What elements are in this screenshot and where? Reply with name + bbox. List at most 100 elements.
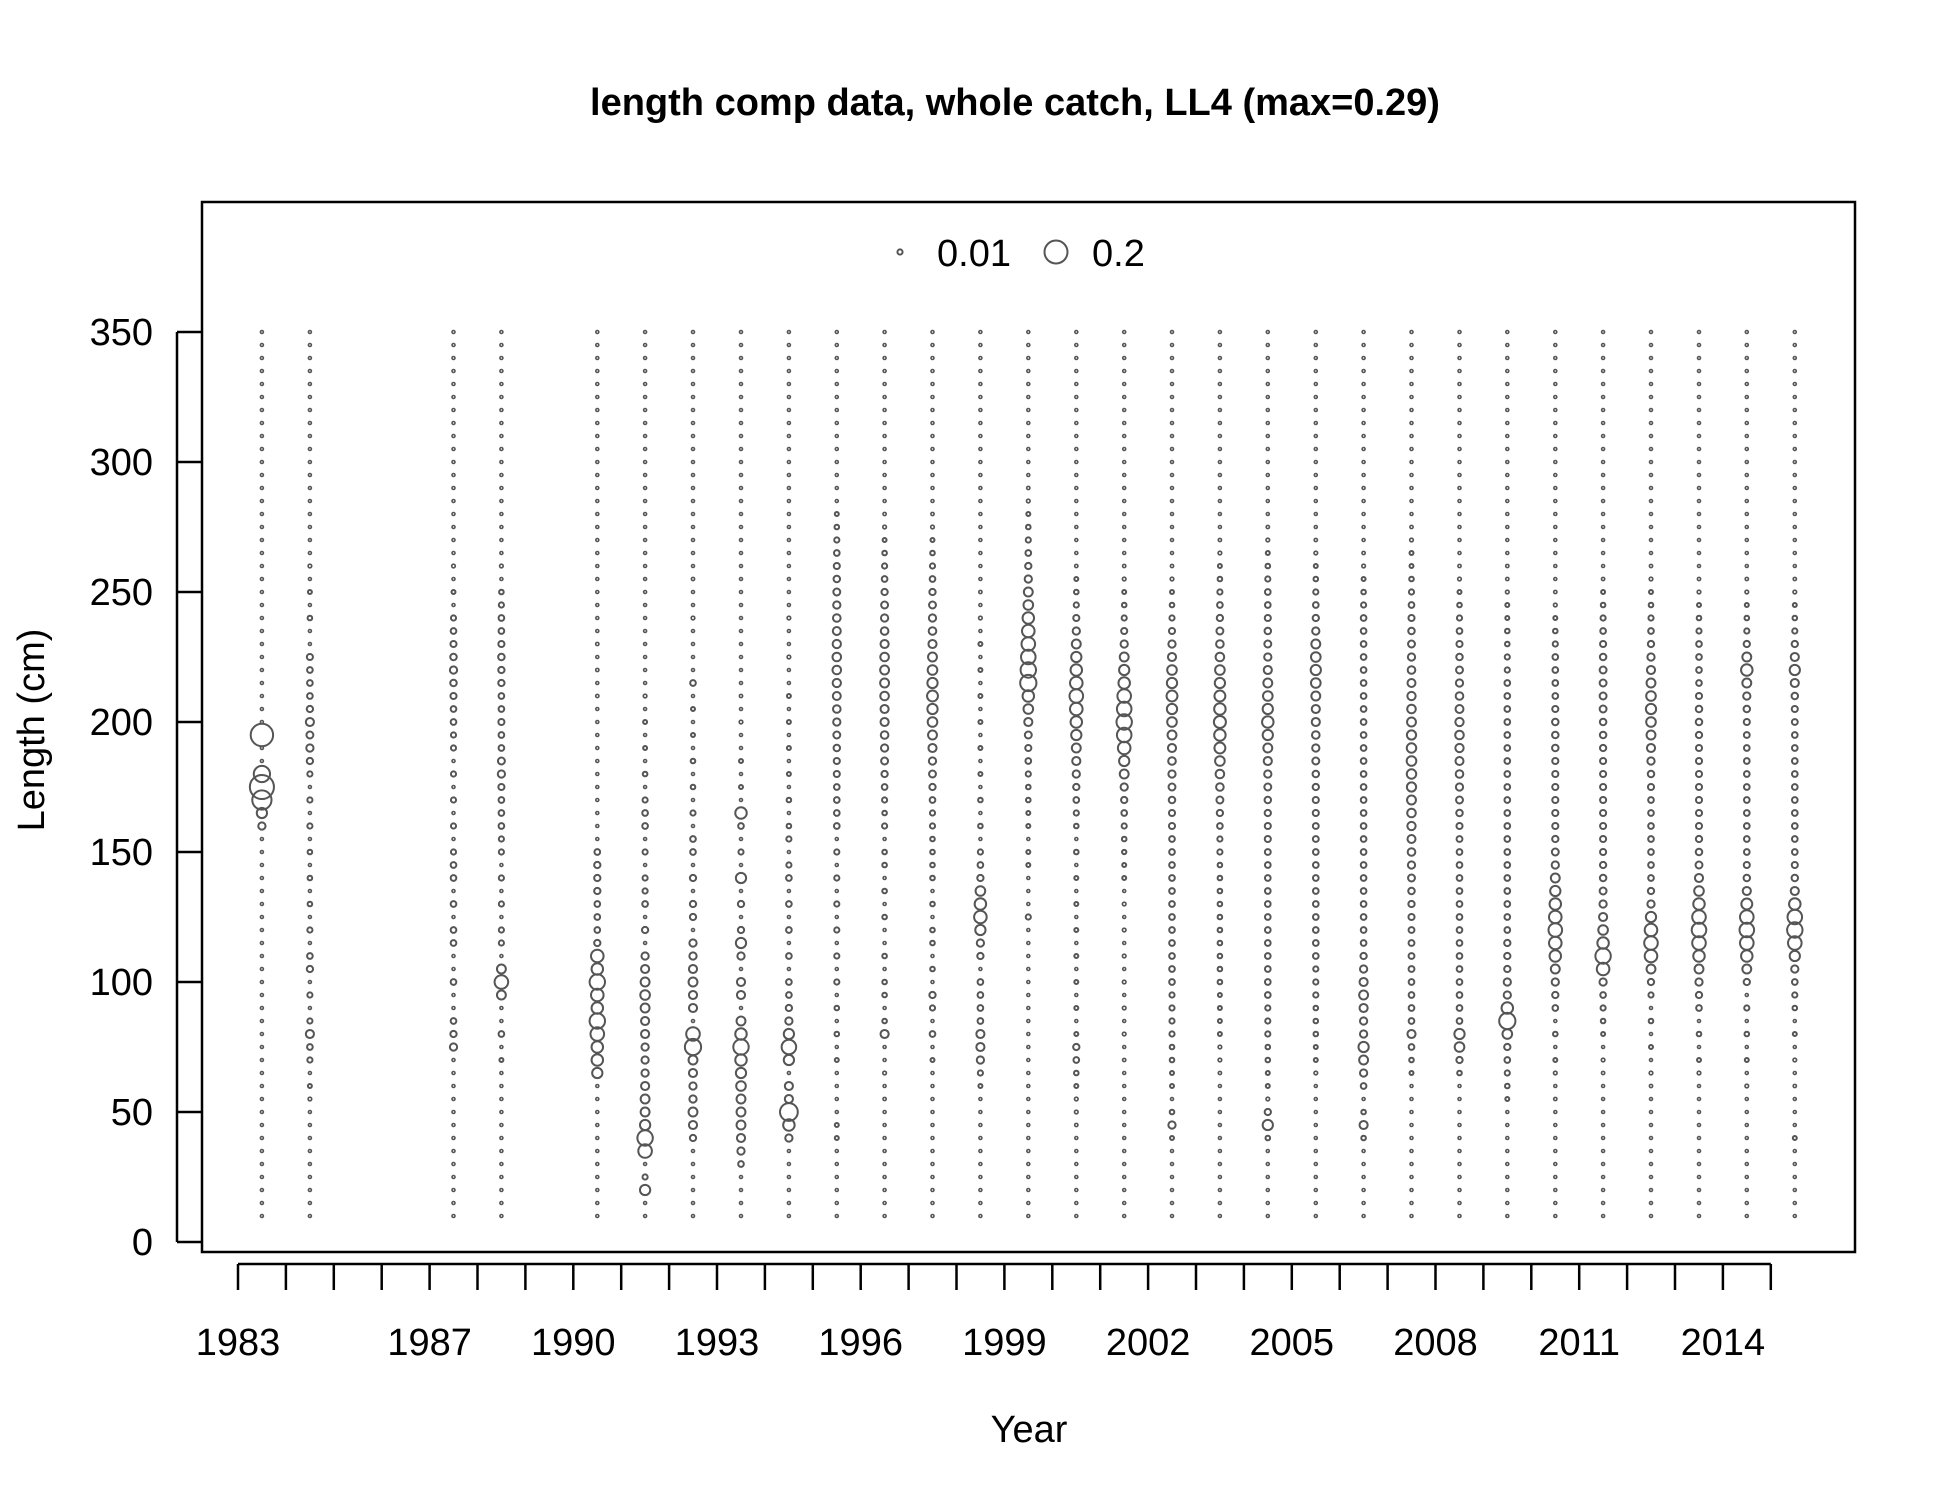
bubble <box>786 472 792 478</box>
bubble <box>1790 978 1799 986</box>
bubble <box>1648 524 1654 530</box>
bubble <box>1407 939 1416 947</box>
bubble <box>882 498 887 504</box>
bubble <box>978 472 983 478</box>
bubble <box>882 511 888 517</box>
bubble <box>1359 835 1368 843</box>
bubble <box>1792 381 1798 387</box>
bubble <box>642 511 648 517</box>
bubble <box>499 862 504 868</box>
bubble <box>499 888 504 894</box>
bubble <box>1455 808 1464 818</box>
bubble <box>259 459 265 465</box>
bubble <box>1503 770 1512 778</box>
bubble <box>1072 1042 1081 1052</box>
bubble <box>499 368 504 374</box>
bubble <box>499 1187 504 1193</box>
bubble <box>1407 965 1416 973</box>
bubble <box>978 602 983 608</box>
bubble <box>594 745 600 751</box>
bubble <box>1169 420 1175 426</box>
bubble <box>689 679 697 687</box>
bubble <box>690 459 696 465</box>
bubble <box>832 796 841 804</box>
bubble <box>640 1015 651 1027</box>
bubble <box>1359 926 1368 934</box>
bubble <box>1695 1004 1703 1012</box>
bubble <box>881 822 889 830</box>
bubble <box>1213 702 1227 716</box>
bubble <box>451 1070 456 1076</box>
bubble <box>594 680 600 686</box>
bubble <box>833 1122 840 1128</box>
bubble <box>307 602 313 608</box>
bubble <box>1022 586 1034 598</box>
bubble <box>1217 1174 1223 1180</box>
bubble <box>1026 888 1031 894</box>
bubble <box>1503 718 1512 726</box>
bubble <box>1645 677 1657 689</box>
bubble <box>1454 729 1465 741</box>
bubble <box>1551 730 1560 740</box>
bubble <box>1360 1134 1367 1142</box>
bubble <box>1792 1148 1798 1154</box>
bubble <box>831 664 843 676</box>
bubble <box>642 537 648 543</box>
bubble <box>1311 861 1320 869</box>
bubble <box>1025 796 1032 804</box>
bubble <box>1073 1069 1080 1077</box>
bubble <box>1407 626 1416 636</box>
bubble <box>259 563 265 569</box>
bubble <box>930 394 935 400</box>
bubble <box>926 702 939 716</box>
bubble <box>1741 963 1753 975</box>
bubble <box>1790 718 1799 726</box>
bubble <box>307 537 313 543</box>
bubble <box>1361 355 1366 361</box>
bubble <box>594 1174 600 1180</box>
bubble <box>1457 459 1462 465</box>
bubble <box>978 758 983 764</box>
bubble <box>782 1027 796 1041</box>
bubble <box>1648 498 1654 504</box>
bubble <box>1074 836 1079 842</box>
bubble <box>785 745 792 751</box>
bubble <box>1455 665 1464 675</box>
bubble <box>499 1109 504 1115</box>
bubble <box>1071 626 1081 636</box>
bubble <box>927 742 938 754</box>
bubble <box>1312 563 1319 569</box>
bubble <box>1120 626 1129 636</box>
bubble <box>978 576 983 582</box>
bubble <box>1644 702 1658 716</box>
bubble <box>1457 446 1462 452</box>
bubble <box>1121 485 1127 491</box>
bubble <box>1409 1148 1414 1154</box>
bubble <box>248 773 275 801</box>
bubble <box>1550 977 1560 987</box>
bubble <box>1648 342 1654 348</box>
bubble <box>1359 770 1368 778</box>
bubble <box>449 874 458 882</box>
bubble <box>307 940 313 946</box>
y-tick-label: 50 <box>111 1092 153 1134</box>
bubble <box>882 407 887 413</box>
bubble <box>1788 663 1801 677</box>
bubble <box>928 809 937 817</box>
bubble <box>930 472 935 478</box>
bubble <box>834 329 840 335</box>
bubble <box>1361 550 1367 556</box>
bubble <box>259 862 265 868</box>
bubble <box>1505 524 1510 530</box>
bubble <box>689 783 697 791</box>
bubble <box>738 966 744 972</box>
bubble <box>1213 741 1227 755</box>
bubble <box>1553 485 1558 491</box>
bubble <box>786 1174 792 1180</box>
bubble <box>1169 329 1175 335</box>
bubble <box>738 706 744 712</box>
bubble <box>1311 848 1320 856</box>
bubble <box>1600 1083 1606 1089</box>
bubble <box>928 575 937 583</box>
bubble <box>1552 627 1559 635</box>
